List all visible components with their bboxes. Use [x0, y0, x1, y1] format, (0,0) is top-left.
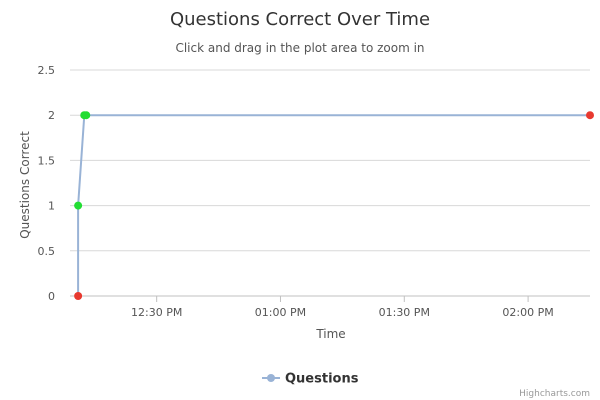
data-point[interactable] [82, 111, 91, 120]
legend[interactable]: Questions [262, 372, 359, 387]
x-tick-label: 01:30 PM [379, 306, 430, 319]
legend-item-questions[interactable]: Questions [285, 372, 359, 387]
y-tick-label: 0.5 [38, 245, 56, 258]
chart-title: Questions Correct Over Time [170, 9, 430, 30]
data-point[interactable] [74, 292, 83, 300]
x-tick-label: 02:00 PM [502, 306, 553, 319]
gridlines [70, 69, 590, 297]
plot-series[interactable] [74, 111, 594, 300]
x-axis-ticks: 12:30 PM 01:00 PM 01:30 PM 02:00 PM [131, 296, 554, 319]
x-axis-title: Time [315, 327, 345, 341]
y-tick-label: 1.5 [38, 154, 56, 167]
y-tick-label: 2.5 [38, 64, 56, 77]
legend-symbol-marker [267, 374, 275, 382]
credits-link[interactable]: Highcharts.com [519, 389, 590, 399]
x-tick-label: 12:30 PM [131, 306, 182, 319]
y-tick-label: 2 [48, 109, 55, 122]
x-tick-label: 01:00 PM [255, 306, 306, 319]
y-tick-label: 1 [48, 200, 55, 213]
y-axis-ticks: 0 0.5 1 1.5 2 2.5 [38, 64, 56, 303]
y-axis-title: Questions Correct [18, 131, 32, 239]
data-point[interactable] [586, 111, 594, 120]
chart-subtitle: Click and drag in the plot area to zoom … [175, 41, 424, 55]
y-tick-label: 0 [48, 290, 55, 303]
data-point[interactable] [74, 201, 83, 210]
